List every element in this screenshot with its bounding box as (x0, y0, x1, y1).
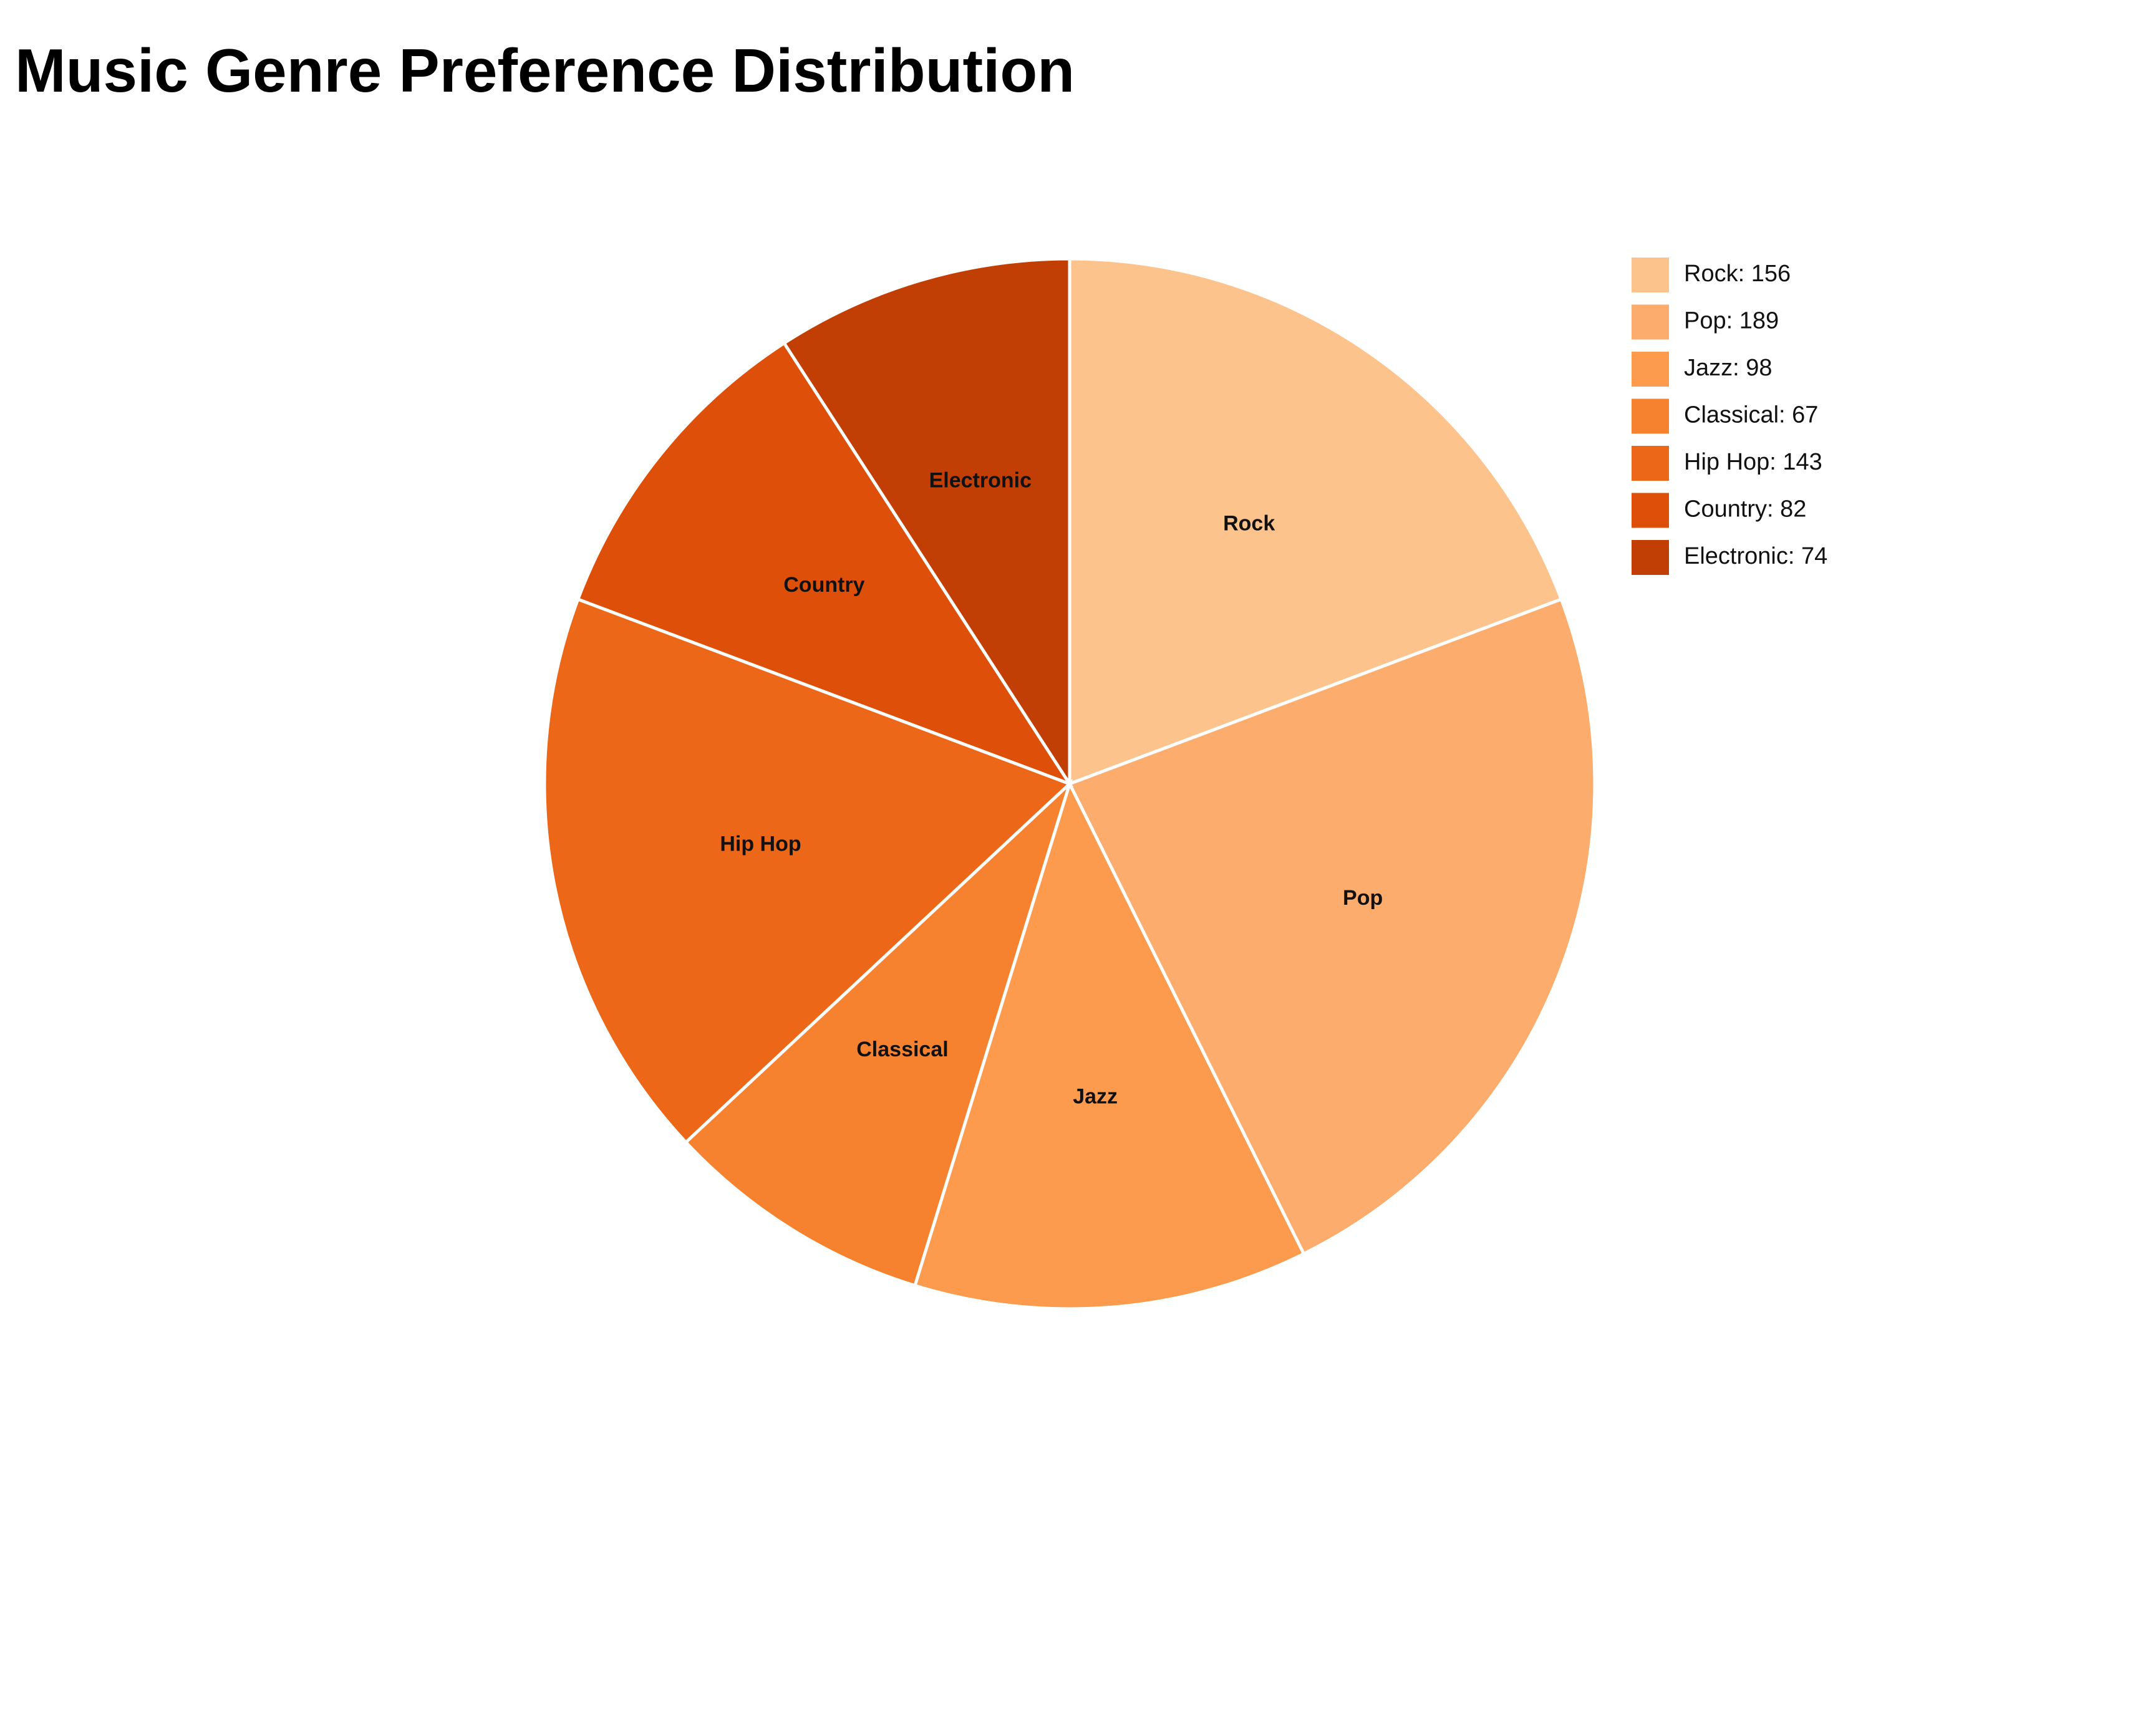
pie-slices (543, 257, 1597, 1311)
legend-label-country: Country: 82 (1684, 496, 1806, 523)
slice-label-classical: Classical (856, 1038, 948, 1061)
slice-label-country: Country (783, 573, 864, 597)
legend-swatch-jazz (1632, 352, 1669, 387)
legend-label-electronic: Electronic: 74 (1684, 543, 1827, 569)
legend-label-classical: Classical: 67 (1684, 402, 1818, 428)
slice-label-hip-hop: Hip Hop (720, 832, 801, 856)
legend-label-rock: Rock: 156 (1684, 261, 1791, 287)
slice-label-pop: Pop (1343, 886, 1383, 910)
pie-slice-jazz (912, 779, 1306, 1311)
legend-swatch-rock (1632, 258, 1669, 292)
pie-slice-country (576, 340, 1074, 788)
legend: Rock: 156 Pop: 189 Jazz: 98 Classical: 67 Hi… (1632, 258, 1827, 575)
legend-label-jazz: Jazz: 98 (1684, 355, 1773, 381)
legend-swatch-hip-hop (1632, 446, 1669, 481)
chart-title: Music Genre Preference Distribution (15, 36, 1075, 105)
legend-label-hip-hop: Hip Hop: 143 (1684, 449, 1822, 475)
pie-slice-pop (1067, 597, 1597, 1256)
legend-swatch-classical (1632, 398, 1669, 434)
slice-labels: Rock Pop Jazz Classical Hip Hop Country Electr… (720, 469, 1383, 1109)
pie-slice-classical (684, 778, 1073, 1288)
slice-label-jazz: Jazz (1073, 1085, 1118, 1109)
slice-label-electronic: Electronic (929, 469, 1032, 493)
legend-swatch-electronic (1632, 540, 1669, 575)
pie-slice-rock (1068, 257, 1564, 786)
pie-slice-electronic (781, 257, 1071, 789)
slice-label-rock: Rock (1223, 512, 1275, 536)
legend-label-pop: Pop: 189 (1684, 308, 1779, 334)
legend-swatch-pop (1632, 304, 1669, 340)
legend-swatch-country (1632, 493, 1669, 528)
